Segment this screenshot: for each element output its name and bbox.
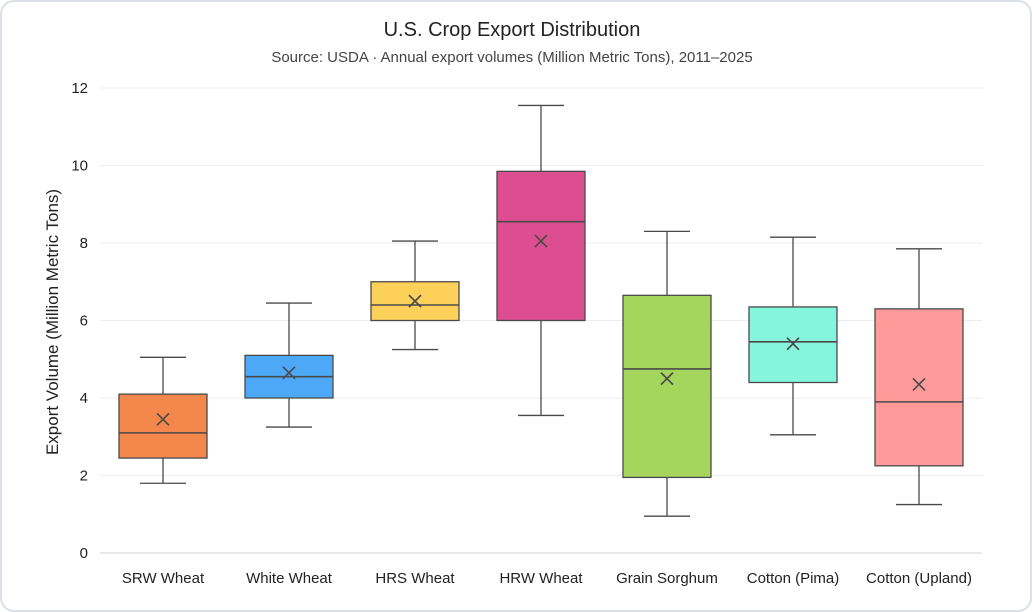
- y-tick-label: 8: [80, 235, 88, 252]
- mean-marker: [534, 234, 548, 248]
- box-6: [874, 248, 964, 506]
- mean-marker: [408, 294, 422, 308]
- box-series: [118, 104, 964, 517]
- box-0: [118, 356, 208, 484]
- x-category-label: HRS Wheat: [375, 570, 455, 587]
- x-category-label: Cotton (Upland): [866, 570, 972, 587]
- box-3: [496, 104, 586, 417]
- mean-marker: [156, 412, 170, 426]
- iqr-box: [874, 308, 964, 467]
- x-category-label: HRW Wheat: [499, 570, 583, 587]
- y-tick-label: 6: [80, 313, 88, 330]
- iqr-box: [496, 170, 586, 322]
- box-5: [748, 236, 838, 436]
- y-axis-ticks: 0 2 4 6 8 10 12: [71, 80, 88, 562]
- mean-marker: [660, 372, 674, 386]
- x-category-label: Cotton (Pima): [747, 570, 840, 587]
- x-axis-categories: SRW Wheat White Wheat HRS Wheat HRW Wheat Gr…: [122, 570, 972, 587]
- mean-marker: [912, 377, 926, 392]
- iqr-box: [118, 393, 208, 459]
- x-category-label: SRW Wheat: [122, 570, 205, 587]
- iqr-box: [622, 294, 712, 479]
- chart-title: U.S. Crop Export Distribution: [384, 19, 641, 41]
- x-category-label: White Wheat: [246, 570, 333, 587]
- x-category-label: Grain Sorghum: [616, 570, 718, 587]
- chart-subtitle: Source: USDA · Annual export volumes (Mi…: [271, 49, 752, 66]
- y-tick-label: 12: [71, 80, 88, 97]
- y-axis-title: Export Volume (Million Metric Tons): [43, 189, 62, 455]
- y-tick-label: 0: [80, 545, 88, 562]
- mean-marker: [786, 337, 800, 351]
- y-tick-label: 4: [80, 390, 88, 407]
- box-2: [370, 240, 460, 351]
- box-1: [244, 302, 334, 428]
- box-4: [622, 230, 712, 517]
- y-tick-label: 2: [80, 468, 88, 485]
- mean-marker: [282, 366, 296, 380]
- y-tick-label: 10: [71, 158, 88, 175]
